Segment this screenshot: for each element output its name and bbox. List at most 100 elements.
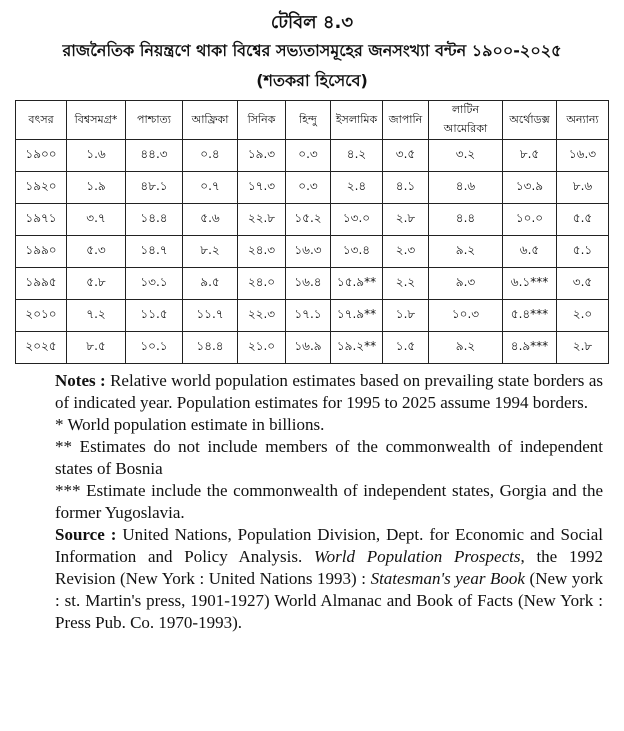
table-row: ১৯৭১ ৩.৭ ১৪.৪ ৫.৬ ২২.৮ ১৫.২ ১৩.০ ২.৮ ৪.৪ ১০.০ ৫.৫ — [15, 203, 609, 236]
year-cell: ১৯৯০ — [15, 235, 67, 268]
value-cell: ০.৭ — [182, 171, 238, 204]
value-cell: ২.৮ — [382, 203, 429, 236]
value-cell: ১৪.৪ — [125, 203, 183, 236]
value-cell: ১১.৫ — [125, 299, 183, 332]
table-row: ১৯২০ ১.৯ ৪৮.১ ০.৭ ১৭.৩ ০.৩ ২.৪ ৪.১ ৪.৬ ১৩.৯ ৮.৬ — [15, 171, 609, 204]
source-segment: United Nations, Population Division, Dep… — [55, 525, 604, 566]
value-cell: ৯.৩ — [428, 267, 503, 300]
value-cell: ৭.২ — [66, 299, 126, 332]
value-cell: ৫.৮ — [66, 267, 126, 300]
value-cell: ৮.৫ — [502, 139, 557, 172]
title: রাজনৈতিক নিয়ন্ত্রণে থাকা বিশ্বের সভ্যতা… — [62, 41, 562, 60]
value-cell: ৫.৩ — [66, 235, 126, 268]
value-cell: ২২.৩ — [237, 299, 286, 332]
value-cell: ৯.২ — [428, 331, 503, 364]
notes-items: * World population estimate in billions.… — [55, 414, 603, 524]
year-cell: ১৯৯৫ — [15, 267, 67, 300]
value-cell: ৫.৪*** — [502, 299, 557, 332]
source-paragraph: Source : United Nations, Population Divi… — [55, 524, 603, 634]
value-cell: ২.২ — [382, 267, 429, 300]
value-cell: ৪৮.১ — [125, 171, 183, 204]
table-row: ২০১০ ৭.২ ১১.৫ ১১.৭ ২২.৩ ১৭.১ ১৭.৯** ১.৮ ১০.৩ ৫.৪*… — [15, 299, 609, 332]
value-cell: ১৭.৯** — [330, 299, 383, 332]
value-cell: ৬.৫ — [502, 235, 557, 268]
notes-text: Relative world population estimates base… — [55, 371, 603, 412]
notes-paragraph: Notes : Relative world population estima… — [55, 370, 603, 414]
year-cell: ১৯৭১ — [15, 203, 67, 236]
value-cell: ৩.৫ — [382, 139, 429, 172]
value-cell: ১৬.৩ — [285, 235, 331, 268]
value-cell: ৫.৬ — [182, 203, 238, 236]
value-cell: ১.৮ — [382, 299, 429, 332]
value-cell: ৪.৬ — [428, 171, 503, 204]
data-table: বৎসর বিশ্বসমগ্র* পাশ্চাত্য আফ্রিকা সিনিক হিন্… — [15, 100, 609, 364]
note-item: *** Estimate include the commonwealth of… — [55, 481, 603, 522]
value-cell: ১৪.৭ — [125, 235, 183, 268]
source-segment: , the 1992 Revision (New York : United N… — [55, 547, 603, 588]
value-cell: ১৭.৩ — [237, 171, 286, 204]
value-cell: ৪.৪ — [428, 203, 503, 236]
value-cell: ১৬.৪ — [285, 267, 331, 300]
value-cell: ২.৩ — [382, 235, 429, 268]
value-cell: ৮.২ — [182, 235, 238, 268]
value-cell: ৬.১*** — [502, 267, 557, 300]
column-header: সিনিক — [237, 100, 286, 140]
subtitle: (শতকরা হিসেবে) — [256, 71, 368, 90]
value-cell: ৪৪.৩ — [125, 139, 183, 172]
column-header: বৎসর — [15, 100, 67, 140]
value-cell: ৮.৫ — [66, 331, 126, 364]
table-row: ১৯৯৫ ৫.৮ ১৩.১ ৯.৫ ২৪.০ ১৬.৪ ১৫.৯** ২.২ ৯.৩ ৬.১***… — [15, 267, 609, 300]
source-segment: World Population Prospects — [314, 547, 521, 566]
column-header: লাটিন আমেরিকা — [428, 100, 503, 140]
note-item: ** Estimates do not include members of t… — [55, 437, 603, 478]
value-cell: ১৬.৯ — [285, 331, 331, 364]
source-label: Source : — [55, 525, 117, 544]
value-cell: ১১.৭ — [182, 299, 238, 332]
value-cell: ০.৩ — [285, 139, 331, 172]
value-cell: ১০.০ — [502, 203, 557, 236]
source-segment: (New york : st. Martin's press, 1901-192… — [55, 569, 604, 632]
value-cell: ৩.৫ — [556, 267, 609, 300]
value-cell: ২.০ — [556, 299, 609, 332]
value-cell: ১৬.৩ — [556, 139, 609, 172]
value-cell: ১৭.১ — [285, 299, 331, 332]
value-cell: ১৯.৩ — [237, 139, 286, 172]
value-cell: ৯.২ — [428, 235, 503, 268]
value-cell: ২২.৮ — [237, 203, 286, 236]
value-cell: ২৪.০ — [237, 267, 286, 300]
table-body: ১৯০০ ১.৬ ৪৪.৩ ০.৪ ১৯.৩ ০.৩ ৪.২ ৩.৫ ৩.২ ৮.৫ ১৬.৩ ১৯২… — [15, 139, 609, 364]
value-cell: ১৩.৯ — [502, 171, 557, 204]
table-label: টেবিল ৪.৩ — [270, 12, 354, 33]
value-cell: ১০.৩ — [428, 299, 503, 332]
notes-label: Notes : — [55, 371, 106, 390]
year-cell: ২০১০ — [15, 299, 67, 332]
column-header: হিন্দু — [285, 100, 331, 140]
table-row: ১৯৯০ ৫.৩ ১৪.৭ ৮.২ ২৪.৩ ১৬.৩ ১৩.৪ ২.৩ ৯.২ ৬.৫ ৫.১ — [15, 235, 609, 268]
value-cell: ২.৮ — [556, 331, 609, 364]
value-cell: ১৫.৯** — [330, 267, 383, 300]
value-cell: ১৩.১ — [125, 267, 183, 300]
table-row: ১৯০০ ১.৬ ৪৪.৩ ০.৪ ১৯.৩ ০.৩ ৪.২ ৩.৫ ৩.২ ৮.৫ ১৬.৩ — [15, 139, 609, 172]
year-cell: ১৯২০ — [15, 171, 67, 204]
value-cell: ৪.২ — [330, 139, 383, 172]
value-cell: ৫.১ — [556, 235, 609, 268]
value-cell: ৮.৬ — [556, 171, 609, 204]
column-header: পাশ্চাত্য — [125, 100, 183, 140]
value-cell: ১৯.২** — [330, 331, 383, 364]
year-cell: ২০২৫ — [15, 331, 67, 364]
value-cell: ১.৬ — [66, 139, 126, 172]
column-header: বিশ্বসমগ্র* — [66, 100, 126, 140]
column-header: আফ্রিকা — [182, 100, 238, 140]
header-row: বৎসর বিশ্বসমগ্র* পাশ্চাত্য আফ্রিকা সিনিক হিন্… — [15, 100, 609, 140]
value-cell: ১৫.২ — [285, 203, 331, 236]
year-cell: ১৯০০ — [15, 139, 67, 172]
value-cell: ১.৫ — [382, 331, 429, 364]
value-cell: ৪.৯*** — [502, 331, 557, 364]
value-cell: ২১.০ — [237, 331, 286, 364]
value-cell: ১৩.৪ — [330, 235, 383, 268]
value-cell: ৩.২ — [428, 139, 503, 172]
value-cell: ৩.৭ — [66, 203, 126, 236]
value-cell: ০.৩ — [285, 171, 331, 204]
value-cell: ১৪.৪ — [182, 331, 238, 364]
